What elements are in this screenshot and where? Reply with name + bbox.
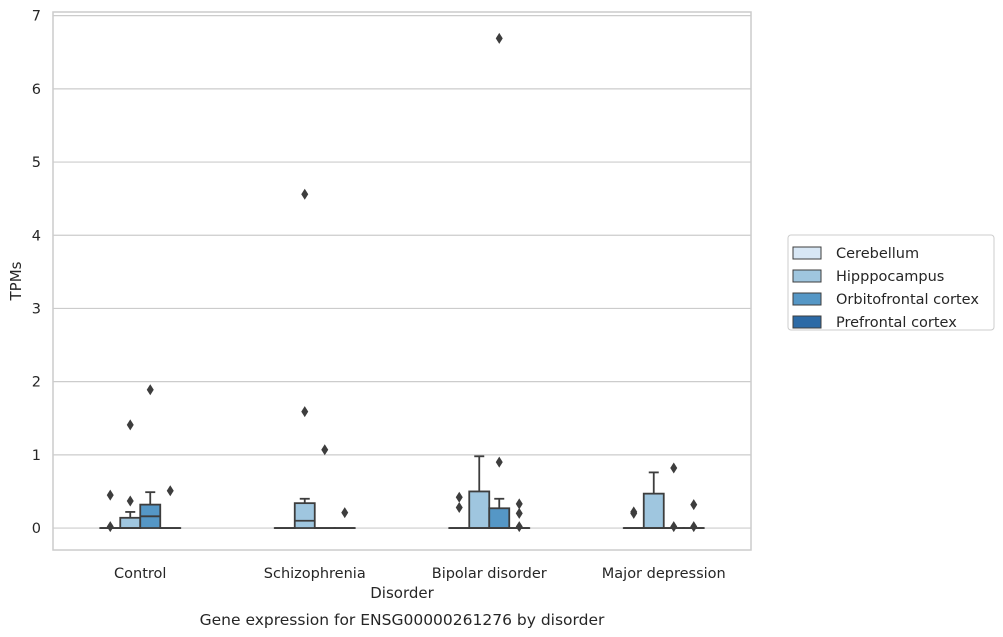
outlier-point [455, 491, 463, 503]
box-prefrontal-cortex [682, 499, 705, 533]
y-tick-label: 7 [32, 9, 41, 25]
box-orbitofrontal-cortex [488, 32, 511, 529]
box-cerebellum [99, 489, 122, 533]
outlier-point [690, 499, 698, 511]
outlier-point [670, 462, 678, 474]
y-axis-label: TPMs [7, 261, 25, 301]
outlier-point [341, 507, 349, 519]
legend-label: Orbitofrontal cortex [836, 292, 979, 308]
y-tick-label: 5 [32, 155, 41, 171]
y-tick-label: 4 [32, 228, 41, 244]
legend-frame [787, 234, 995, 331]
legend-label: Prefrontal cortex [836, 315, 957, 331]
x-tick-label: Major depression [602, 566, 726, 582]
legend-swatch [792, 292, 822, 306]
outlier-point [670, 521, 678, 533]
grid-lines [53, 15, 751, 529]
box-plot-area [99, 32, 705, 533]
outlier-point [301, 188, 309, 200]
outlier-point [126, 419, 134, 431]
legend-swatch [792, 269, 822, 283]
outlier-point [495, 32, 503, 44]
plot-frame [52, 11, 752, 551]
y-axis-ticks: 0 1 2 3 4 5 6 7 [32, 9, 41, 537]
x-tick-label: Bipolar disorder [432, 566, 547, 582]
box-body [119, 516, 142, 529]
legend: Cerebellum Hipppocampus Orbitofrontal cort… [787, 234, 995, 331]
x-tick-label: Schizophrenia [264, 566, 366, 582]
box-hipppocampus [293, 188, 316, 529]
outlier-point [321, 444, 329, 456]
box-cerebellum [622, 506, 645, 529]
outlier-point [301, 406, 309, 418]
outlier-point [515, 498, 523, 510]
chart-caption: Gene expression for ENSG00000261276 by d… [200, 611, 605, 629]
y-tick-label: 3 [32, 301, 41, 317]
legend-swatch [792, 246, 822, 260]
box-cerebellum [448, 491, 471, 529]
legend-swatch [792, 315, 822, 329]
outlier-point [630, 507, 638, 519]
box-prefrontal-cortex [333, 507, 356, 529]
box-orbitofrontal-cortex [139, 384, 162, 529]
legend-label: Hipppocampus [836, 269, 944, 285]
outlier-point [455, 502, 463, 514]
outlier-point [106, 521, 114, 533]
outlier-point [166, 485, 174, 497]
x-axis-ticks: Control Schizophrenia Bipolar disorder Majo… [114, 566, 726, 582]
x-tick-label: Control [114, 566, 166, 582]
y-tick-label: 1 [32, 448, 41, 464]
outlier-point [146, 384, 154, 396]
outlier-point [106, 489, 114, 501]
x-axis-label: Disorder [370, 584, 434, 602]
outlier-point [495, 456, 503, 468]
outlier-point [126, 495, 134, 507]
box-body [468, 490, 491, 529]
outlier-point [515, 507, 523, 519]
y-tick-label: 2 [32, 375, 41, 391]
box-body [293, 502, 316, 529]
box-hipppocampus [642, 471, 665, 529]
box-prefrontal-cortex [508, 498, 531, 533]
box-orbitofrontal-cortex [662, 462, 685, 533]
y-tick-label: 0 [32, 521, 41, 537]
box-hipppocampus [468, 455, 491, 529]
box-body [488, 507, 511, 529]
box-hipppocampus [119, 419, 142, 529]
outlier-point [515, 521, 523, 533]
legend-label: Cerebellum [836, 246, 919, 262]
outlier-point [690, 521, 698, 533]
y-tick-label: 6 [32, 82, 41, 98]
box-body [642, 492, 665, 529]
box-orbitofrontal-cortex [313, 444, 336, 529]
box-prefrontal-cortex [159, 485, 182, 529]
